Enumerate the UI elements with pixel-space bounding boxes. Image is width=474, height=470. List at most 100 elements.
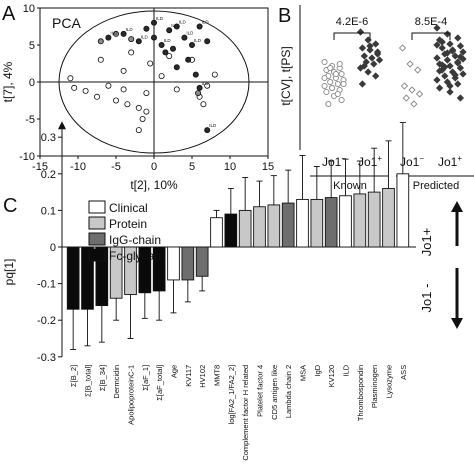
b-point — [402, 94, 410, 102]
pca-point — [139, 116, 146, 123]
pca-x-tick-label: 10 — [224, 161, 236, 173]
significance-bracket — [411, 32, 451, 40]
pca-point-label: ILD — [209, 123, 217, 128]
c-category-label: Σ[B_34] — [98, 365, 107, 391]
b-point — [451, 52, 459, 60]
b-point — [415, 90, 424, 98]
c-bar — [310, 198, 324, 248]
pca-point — [211, 71, 218, 78]
pca-point — [120, 30, 127, 37]
pca-point — [196, 84, 203, 91]
pca-point — [158, 42, 165, 49]
c-bar — [396, 173, 410, 248]
panel-letter-b: B — [278, 5, 291, 27]
legend-swatch-clinical — [88, 200, 106, 214]
b-point — [433, 76, 441, 84]
pca-point-label: ILD — [179, 20, 187, 25]
b-point — [358, 44, 367, 52]
c-y-tick-label: -0.3 — [37, 352, 56, 364]
b-point — [459, 70, 467, 78]
c-bar — [152, 246, 166, 292]
b-point — [454, 59, 462, 67]
c-bar — [367, 191, 381, 248]
b-group-label: Jo1+ — [358, 154, 382, 169]
b-point — [456, 64, 465, 72]
pca-point — [135, 127, 142, 134]
b-point — [435, 84, 444, 92]
b-point — [366, 42, 374, 50]
pca-point — [120, 86, 127, 93]
c-category-label: Complement factor H related — [241, 365, 250, 461]
c-bar — [324, 197, 338, 248]
b-point — [327, 64, 334, 72]
pca-point — [196, 23, 203, 30]
loadings-bar-chart: -0.3 -0.2 -0.1 0 0.1 0.2 0.3 Clinical Protein Ig… — [2, 121, 463, 461]
c-y-label: pq[1] — [2, 259, 16, 286]
pca-point — [128, 36, 135, 43]
pca-point-label: ILD — [110, 31, 118, 36]
b-point — [373, 48, 382, 56]
pca-x-tick-label: -5 — [111, 161, 121, 173]
pca-point-label: ILD — [186, 31, 194, 36]
legend-label-igg: IgG-chain — [109, 233, 161, 247]
b-point — [340, 80, 347, 88]
c-y-tick-label: 0.3 — [41, 132, 56, 144]
panel-letter-a: A — [2, 3, 16, 25]
pca-point-label: ILD — [194, 38, 202, 43]
c-bar — [238, 209, 252, 248]
b-point — [446, 82, 454, 90]
b-point — [360, 62, 368, 70]
predicted-label: Predicted — [413, 180, 459, 192]
pca-point — [143, 25, 150, 32]
pca-point — [67, 75, 74, 82]
c-category-label: HV102 — [198, 365, 207, 388]
c-category-label: CD5 antigen like — [270, 365, 279, 420]
pca-point-label: ILD — [202, 81, 210, 86]
legend-label-clinical: Clinical — [109, 201, 148, 215]
b-point — [441, 72, 449, 80]
pca-point — [188, 42, 195, 49]
c-category-label: log[FA2_1/FA2_2] — [227, 365, 236, 425]
pca-x-label: t[2], 10% — [130, 178, 178, 192]
c-category-label: ASS — [399, 365, 408, 380]
pca-point — [82, 87, 89, 94]
c-category-label: Σ[B_total] — [84, 365, 93, 397]
c-category-label: Σ[aF_1] — [141, 365, 150, 391]
pca-point — [135, 104, 142, 111]
pca-y-tick-label: -5 — [25, 114, 35, 126]
b-point — [364, 68, 372, 76]
pca-point — [173, 23, 180, 30]
pca-point — [97, 56, 104, 63]
pca-point — [143, 108, 150, 115]
pca-x-tick-label: -15 — [32, 161, 48, 173]
c-bar — [267, 204, 281, 248]
b-group-label: Jo1+ — [438, 154, 462, 169]
pca-y-tick-label: -10 — [19, 151, 35, 163]
b-point — [356, 28, 365, 36]
pca-point — [158, 73, 165, 80]
b-point — [414, 66, 422, 74]
b-point — [368, 54, 376, 62]
legend-swatch-protein — [88, 216, 106, 230]
b-point — [438, 38, 446, 46]
c-category-label: Platelet factor 4 — [256, 365, 265, 417]
pca-point — [204, 38, 211, 45]
pca-point — [195, 90, 202, 97]
b-point — [446, 62, 454, 70]
pca-title: PCA — [52, 15, 81, 31]
pca-point — [71, 84, 78, 91]
b-point — [338, 70, 345, 78]
b-point — [443, 56, 452, 64]
pca-point — [113, 30, 120, 37]
b-point — [438, 61, 446, 69]
pca-point-label: ILD — [141, 34, 149, 39]
pca-y-tick-label: 5 — [29, 40, 35, 52]
c-category-label: Σ[aF_total] — [155, 365, 164, 401]
p-value-label: 8.5E-4 — [415, 16, 447, 28]
c-category-label: ILD — [342, 364, 351, 376]
b-group-label: Jo1− — [322, 154, 346, 169]
pca-point — [166, 27, 173, 34]
b-point — [334, 80, 341, 88]
pca-x-tick-label: 15 — [262, 161, 274, 173]
